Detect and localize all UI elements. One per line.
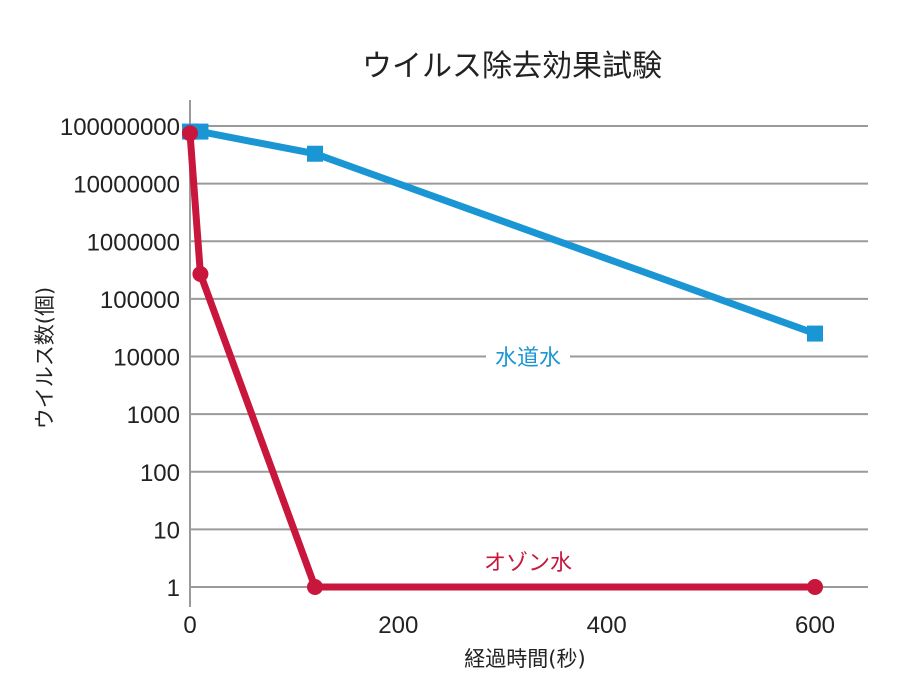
x-tick-label: 600 [795,612,835,639]
y-tick-label: 100 [140,460,180,487]
series-1 [182,125,823,595]
data-point [192,266,209,283]
series-line [186,129,819,591]
y-tick-label: 10000000 [73,172,180,199]
x-tick-label: 200 [378,612,418,639]
data-point [807,579,823,595]
series-label-bg [486,343,570,373]
series-label: オゾン水 [484,551,572,576]
y-tick-label: 10 [153,517,180,544]
series-label: 水道水 [495,346,561,371]
series-0 [182,123,823,342]
y-tick-label: 1000 [127,402,180,429]
data-point [807,325,823,342]
x-axis-label: 経過時間(秒) [464,647,585,671]
y-tick-label: 1 [167,575,180,602]
x-tick-label: 400 [587,612,627,639]
y-tick-label: 1000000 [87,229,180,256]
y-tick-label: 10000 [113,345,180,372]
data-point [307,579,323,595]
y-tick-label: 100000 [100,287,180,314]
tick-labels: 1 10 100 1000 10000 100000 1000000 10000000 1000… [60,114,835,639]
y-axis-label: ウイルス数(個) [33,287,57,429]
data-point [182,125,198,142]
y-tick-label: 100000000 [60,114,180,141]
data-point [307,145,323,162]
x-tick-label: 0 [183,612,196,639]
chart-title: ウイルス除去効果試験 [362,49,662,84]
series-line [186,128,819,338]
